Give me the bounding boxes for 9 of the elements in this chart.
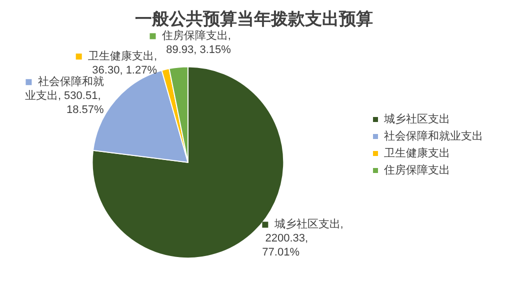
data-label: 卫生健康支出, 36.30, 1.27% [82,50,158,77]
chart-title: 一般公共预算当年拨款支出预算 [135,10,373,30]
legend-label: 卫生健康支出 [384,146,450,160]
data-label: 社会保障和就业支出, 530.51, 18.57% [24,75,104,116]
legend-label: 城乡社区支出 [383,112,450,126]
legend-label: 社会保障和就业支出 [384,130,483,142]
data-label: 住房保障支出, 89.93, 3.15% [156,29,232,56]
data-label: 城乡社区支出, 2200.33, 77.01% [262,218,344,259]
legend-label: 住房保障支出 [384,164,450,176]
